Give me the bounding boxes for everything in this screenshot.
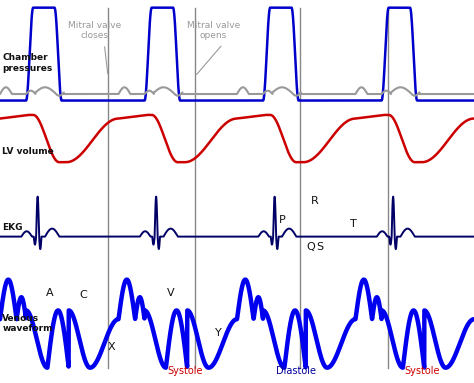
Text: Diastole: Diastole (276, 366, 316, 376)
Text: T: T (350, 219, 356, 229)
Text: LV volume: LV volume (2, 147, 54, 156)
Text: EKG: EKG (2, 223, 23, 232)
Text: Systole: Systole (167, 366, 202, 376)
Text: R: R (311, 196, 319, 206)
Text: C: C (79, 290, 87, 300)
Text: X: X (108, 342, 115, 352)
Text: A: A (46, 288, 54, 298)
Text: Mitral valve
closes: Mitral valve closes (68, 21, 121, 40)
Text: S: S (316, 242, 324, 252)
Text: Y: Y (215, 328, 221, 338)
Text: Q: Q (306, 242, 315, 252)
Text: Chamber
pressures: Chamber pressures (2, 54, 53, 73)
Text: V: V (167, 288, 174, 298)
Text: Venous
waveform: Venous waveform (2, 314, 53, 333)
Text: Mitral valve
opens: Mitral valve opens (187, 21, 240, 40)
Text: P: P (279, 215, 285, 225)
Text: Systole: Systole (404, 366, 439, 376)
